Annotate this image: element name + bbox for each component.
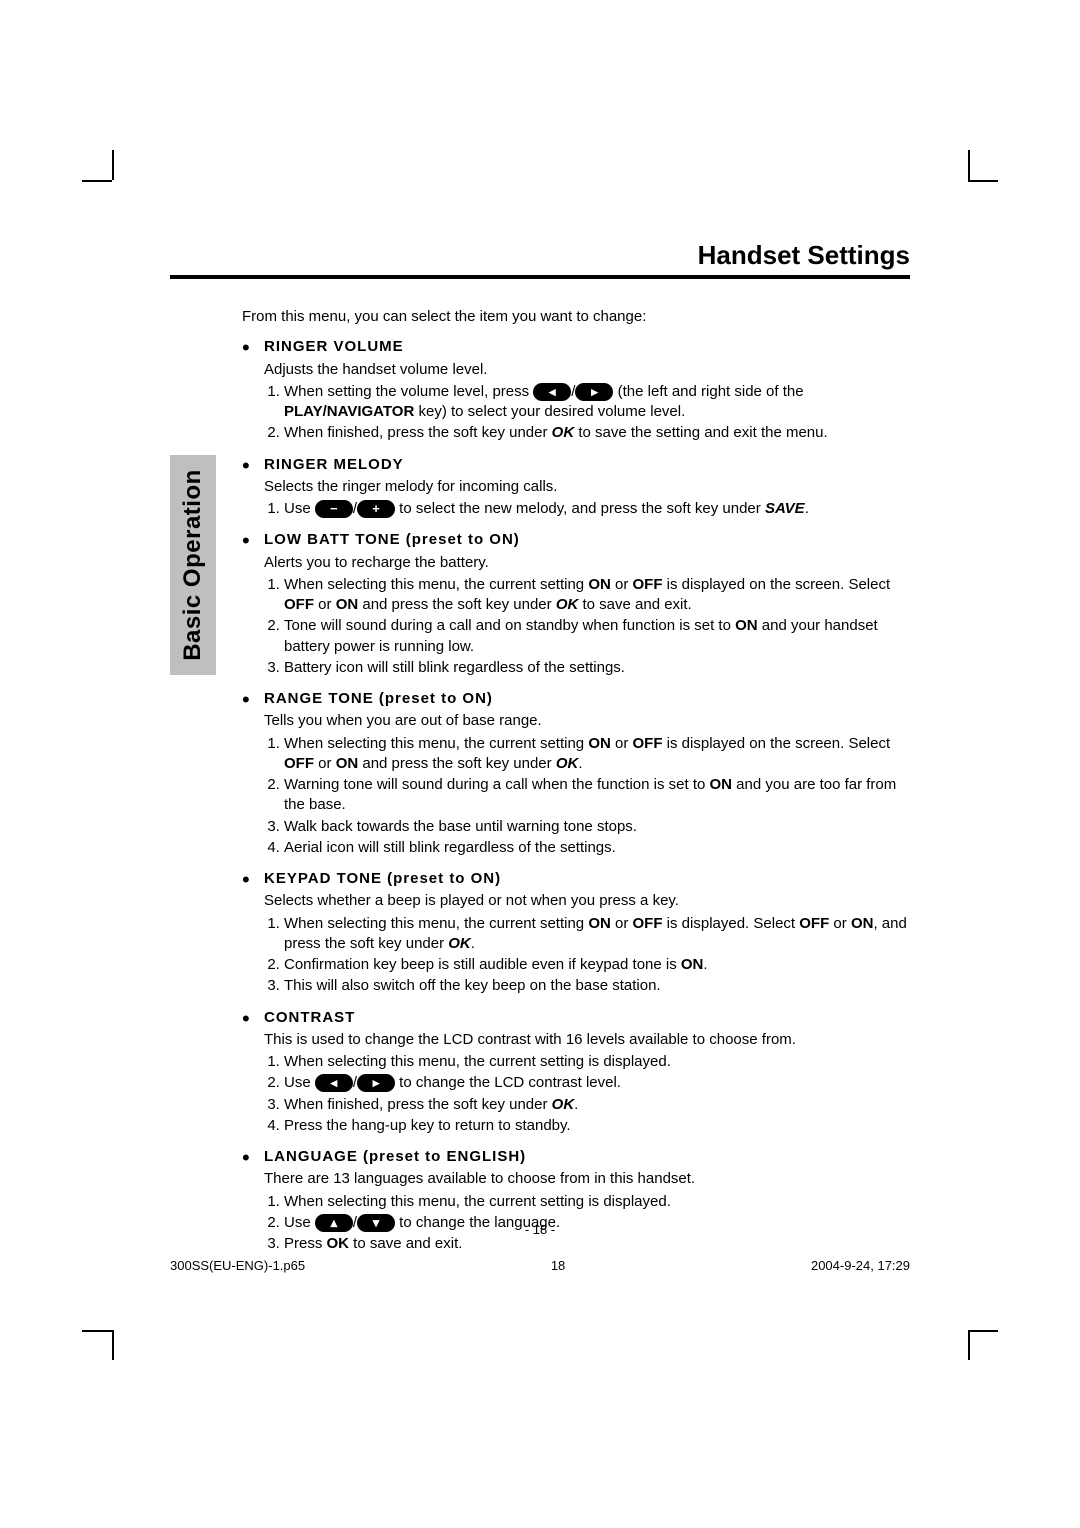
setting-description: Selects whether a beep is played or not … (264, 891, 910, 911)
setting-item: •RINGER MELODYSelects the ringer melody … (242, 455, 910, 521)
setting-item: •LANGUAGE (preset to ENGLISH)There are 1… (242, 1147, 910, 1255)
minus-icon: − (315, 500, 353, 518)
setting-item-body: RINGER VOLUME Adjusts the handset volume … (264, 337, 910, 444)
print-meta: 300SS(EU-ENG)-1.p65 18 2004-9-24, 17:29 (170, 1258, 910, 1273)
crop-mark (968, 1330, 998, 1332)
vol_up-icon: ▸ (357, 1074, 395, 1092)
content-area: From this menu, you can select the item … (242, 307, 910, 1255)
setting-description: Adjusts the handset volume level. (264, 360, 910, 380)
crop-mark (112, 1330, 114, 1360)
setting-step: When selecting this menu, the current se… (284, 1192, 910, 1212)
setting-title: RINGER MELODY (264, 455, 910, 475)
bullet-icon: • (242, 530, 264, 552)
intro-text: From this menu, you can select the item … (242, 307, 910, 327)
crop-mark (968, 1330, 970, 1360)
setting-step: Press OK to save and exit. (284, 1234, 910, 1254)
setting-item-body: RANGE TONE (preset to ON)Tells you when … (264, 689, 910, 859)
setting-item-body: CONTRASTThis is used to change the LCD c… (264, 1008, 910, 1138)
crop-mark (82, 180, 112, 182)
bullet-icon: • (242, 869, 264, 891)
crop-mark (112, 150, 114, 180)
settings-list: •RINGER VOLUMEAdjusts the handset volume… (242, 337, 910, 1255)
setting-step: Tone will sound during a call and on sta… (284, 616, 910, 657)
setting-description: Tells you when you are out of base range… (264, 711, 910, 731)
crop-mark (82, 1330, 112, 1332)
setting-steps: When setting the volume level, press ◂/▸… (264, 382, 910, 444)
page-body: Handset Settings From this menu, you can… (170, 240, 910, 1255)
setting-title: RANGE TONE (preset to ON) (264, 689, 910, 709)
setting-step: Confirmation key beep is still audible e… (284, 955, 910, 975)
setting-item: •RANGE TONE (preset to ON)Tells you when… (242, 689, 910, 859)
setting-description: There are 13 languages available to choo… (264, 1169, 910, 1189)
setting-step: When selecting this menu, the current se… (284, 734, 910, 775)
crop-mark (968, 180, 998, 182)
setting-item: •LOW BATT TONE (preset to ON) Alerts you … (242, 530, 910, 679)
vol_down-icon: ◂ (315, 1074, 353, 1092)
page-number: - 18 - (170, 1222, 910, 1237)
header-rule (170, 275, 910, 279)
setting-steps: When selecting this menu, the current se… (264, 575, 910, 678)
setting-steps: Use −/+ to select the new melody, and pr… (264, 499, 910, 519)
bullet-icon: • (242, 455, 264, 477)
setting-item-body: LANGUAGE (preset to ENGLISH)There are 13… (264, 1147, 910, 1255)
setting-step: This will also switch off the key beep o… (284, 976, 910, 996)
setting-item: •CONTRASTThis is used to change the LCD … (242, 1008, 910, 1138)
print-meta-file: 300SS(EU-ENG)-1.p65 (170, 1258, 305, 1273)
bullet-icon: • (242, 689, 264, 711)
setting-step: When setting the volume level, press ◂/▸… (284, 382, 910, 423)
setting-step: Walk back towards the base until warning… (284, 817, 910, 837)
vol_down-icon: ◂ (533, 383, 571, 401)
setting-steps: When selecting this menu, the current se… (264, 734, 910, 859)
bullet-icon: • (242, 1008, 264, 1030)
setting-title: LANGUAGE (preset to ENGLISH) (264, 1147, 910, 1167)
setting-step: Press the hang-up key to return to stand… (284, 1116, 910, 1136)
page-title: Handset Settings (170, 240, 910, 275)
bullet-icon: • (242, 1147, 264, 1169)
crop-mark (968, 150, 970, 180)
setting-title: CONTRAST (264, 1008, 910, 1028)
setting-step: Use ◂/▸ to change the LCD contrast level… (284, 1073, 910, 1093)
setting-step: Warning tone will sound during a call wh… (284, 775, 910, 816)
setting-step: When selecting this menu, the current se… (284, 1052, 910, 1072)
print-meta-date: 2004-9-24, 17:29 (811, 1258, 910, 1273)
setting-item: •RINGER VOLUME Adjusts the handset volume… (242, 337, 910, 444)
setting-step: Battery icon will still blink regardless… (284, 658, 910, 678)
setting-step: When selecting this menu, the current se… (284, 575, 910, 616)
plus-icon: + (357, 500, 395, 518)
setting-description: This is used to change the LCD contrast … (264, 1030, 910, 1050)
print-meta-page: 18 (551, 1258, 565, 1273)
setting-steps: When selecting this menu, the current se… (264, 914, 910, 997)
setting-step: Use −/+ to select the new melody, and pr… (284, 499, 910, 519)
setting-title: RINGER VOLUME (264, 337, 910, 357)
setting-step: Aerial icon will still blink regardless … (284, 838, 910, 858)
setting-description: Alerts you to recharge the battery. (264, 553, 910, 573)
setting-step: When finished, press the soft key under … (284, 423, 910, 443)
setting-steps: When selecting this menu, the current se… (264, 1052, 910, 1136)
setting-item: •KEYPAD TONE (preset to ON)Selects wheth… (242, 869, 910, 998)
setting-step: When finished, press the soft key under … (284, 1095, 910, 1115)
setting-description: Selects the ringer melody for incoming c… (264, 477, 910, 497)
setting-step: When selecting this menu, the current se… (284, 914, 910, 955)
vol_up-icon: ▸ (575, 383, 613, 401)
setting-title: KEYPAD TONE (preset to ON) (264, 869, 910, 889)
setting-item-body: KEYPAD TONE (preset to ON)Selects whethe… (264, 869, 910, 998)
bullet-icon: • (242, 337, 264, 359)
setting-title: LOW BATT TONE (preset to ON) (264, 530, 910, 550)
setting-item-body: RINGER MELODYSelects the ringer melody f… (264, 455, 910, 521)
setting-item-body: LOW BATT TONE (preset to ON) Alerts you t… (264, 530, 910, 679)
